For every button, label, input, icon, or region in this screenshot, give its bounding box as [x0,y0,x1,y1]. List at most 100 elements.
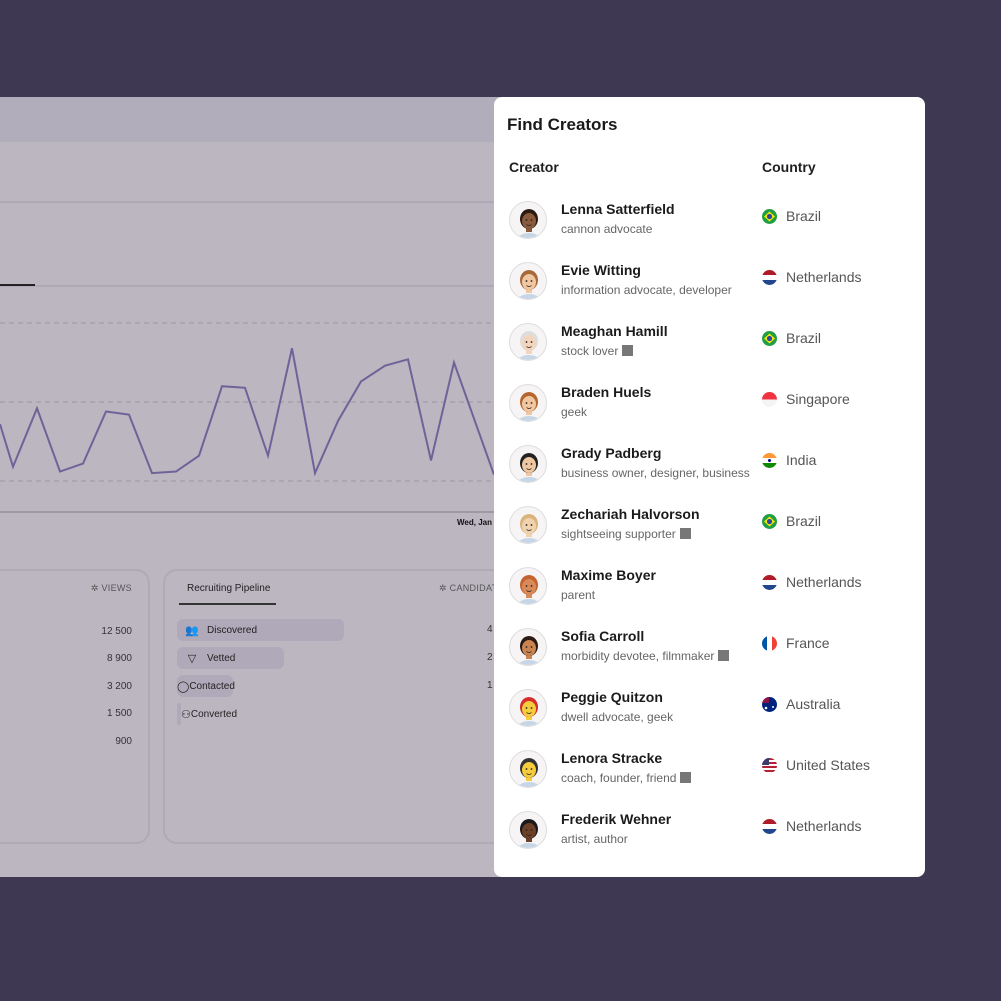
creator-name[interactable]: Lenora Stracke [561,750,663,766]
pipeline-stage[interactable]: ▽ Vetted [177,647,285,669]
modal-title: Find Creators [507,115,618,134]
creator-tags-text: stock lover [561,344,619,358]
views-header-label: VIEWS [101,583,132,593]
user-check-icon: ⚇ [181,708,191,721]
creator-name[interactable]: Evie Witting [561,262,641,278]
divider [0,201,500,203]
creator-row[interactable]: Grady Padberg business owner, designer, … [494,445,925,506]
creator-row[interactable]: Frederik Wehner artist, author Netherlan… [494,811,925,872]
views-value: 3 200 [106,681,132,692]
creator-country: Australia [786,696,841,712]
creator-name[interactable]: Frederik Wehner [561,811,672,827]
avatar [509,506,547,544]
creator-country: Singapore [786,391,850,407]
creator-country: India [786,452,817,468]
creator-tags: coach, founder, friend [561,771,692,786]
pipeline-stage[interactable]: 👥 Discovered [177,619,344,641]
creator-row[interactable]: Lenora Stracke coach, founder, friend Un… [494,750,925,811]
tag-overflow-icon [718,650,730,661]
pipeline-card: Recruiting Pipeline ✲ CANDIDAT 👥 Discover… [163,569,500,844]
creator-tags-text: cannon advocate [561,222,653,236]
creator-name[interactable]: Peggie Quitzon [561,689,663,705]
flag-br-icon [762,331,777,346]
stage-label: Converted [190,708,238,720]
creator-tags: geek [561,405,587,420]
avatar [509,811,547,849]
views-header: ✲ VIEWS [90,583,132,593]
column-header-country[interactable]: Country [762,159,816,175]
flag-nl-icon [762,270,777,285]
views-value: 1 500 [106,708,132,719]
flag-nl-icon [762,819,777,834]
avatar [509,628,547,666]
tag-overflow-icon [679,528,691,539]
creator-row[interactable]: Peggie Quitzon dwell advocate, geek Aust… [494,689,925,750]
creator-country: United States [786,757,871,773]
flag-us-icon [762,758,777,773]
creator-tags-text: artist, author [561,832,628,846]
creator-name[interactable]: Sofia Carroll [561,628,645,644]
creator-tags-text: sightseeing supporter [561,527,676,541]
x-tick-label: Wed, Jan [457,518,492,527]
creator-row[interactable]: Meaghan Hamill stock lover Brazil [494,323,925,384]
candidates-header-label: CANDIDAT [449,583,498,593]
filter-icon: ▽ [187,652,197,665]
background-dashboard: Wed, Jan ✲ VIEWS 12 500 8 900 3 200 1 50… [0,97,500,877]
pipeline-stage[interactable]: ◯ Contacted [177,675,235,697]
users-icon: 👥 [185,624,199,637]
creator-tags-text: parent [561,588,596,602]
avatar [509,567,547,605]
creator-country: Netherlands [786,818,862,834]
active-tab-underline [0,284,35,286]
creator-name[interactable]: Lenna Satterfield [561,201,675,217]
creator-tags-text: information advocate, developer [561,283,732,297]
stage-count: 1 [487,680,493,691]
creator-name[interactable]: Grady Padberg [561,445,662,461]
avatar [509,689,547,727]
creator-tags-text: coach, founder, friend [561,771,677,785]
stage-label: Vetted [207,652,236,664]
creator-row[interactable]: Lenna Satterfield cannon advocate Brazil [494,201,925,262]
creator-name[interactable]: Braden Huels [561,384,652,400]
stage-count: 4 [487,624,493,635]
creator-row[interactable]: Sofia Carroll morbidity devotee, filmmak… [494,628,925,689]
creator-row[interactable]: Braden Huels geek Singapore [494,384,925,445]
creator-tags: business owner, designer, business [561,466,750,481]
tag-overflow-icon [680,772,692,783]
flag-au-icon [762,697,777,712]
creator-row[interactable]: Zechariah Halvorson sightseeing supporte… [494,506,925,567]
flag-br-icon [762,209,777,224]
tab-recruiting-pipeline[interactable]: Recruiting Pipeline [187,583,271,594]
flag-br-icon [762,514,777,529]
flag-nl-icon [762,575,777,590]
creator-tags-text: business owner, designer, business [561,466,750,480]
creator-tags: morbidity devotee, filmmaker [561,649,730,664]
stage-label: Discovered [207,624,258,636]
tab-underline [179,603,276,605]
flag-sg-icon [762,392,777,407]
creator-tags: sightseeing supporter [561,527,691,542]
tag-overflow-icon [622,345,634,356]
creator-tags: information advocate, developer [561,283,732,298]
creator-country: Brazil [786,513,822,529]
creator-tags: artist, author [561,832,628,847]
avatar [509,323,547,361]
creator-name[interactable]: Zechariah Halvorson [561,506,700,522]
column-header-creator[interactable]: Creator [509,159,559,175]
stage-label: Contacted [189,680,235,692]
creator-name[interactable]: Maxime Boyer [561,567,656,583]
creator-country: Netherlands [786,574,862,590]
creator-row[interactable]: Evie Witting information advocate, devel… [494,262,925,323]
creator-country: Brazil [786,208,822,224]
candidates-header: ✲ CANDIDAT [439,583,498,593]
creator-tags-text: geek [561,405,588,419]
flag-fr-icon [762,636,777,651]
creator-name[interactable]: Meaghan Hamill [561,323,668,339]
creator-tags: dwell advocate, geek [561,710,673,725]
views-value: 900 [115,736,132,747]
flag-in-icon [762,453,777,468]
divider [0,285,500,287]
pipeline-stage[interactable]: ⚇ Converted [177,703,237,725]
creator-row[interactable]: Maxime Boyer parent Netherlands [494,567,925,628]
creator-tags: parent [561,588,595,603]
